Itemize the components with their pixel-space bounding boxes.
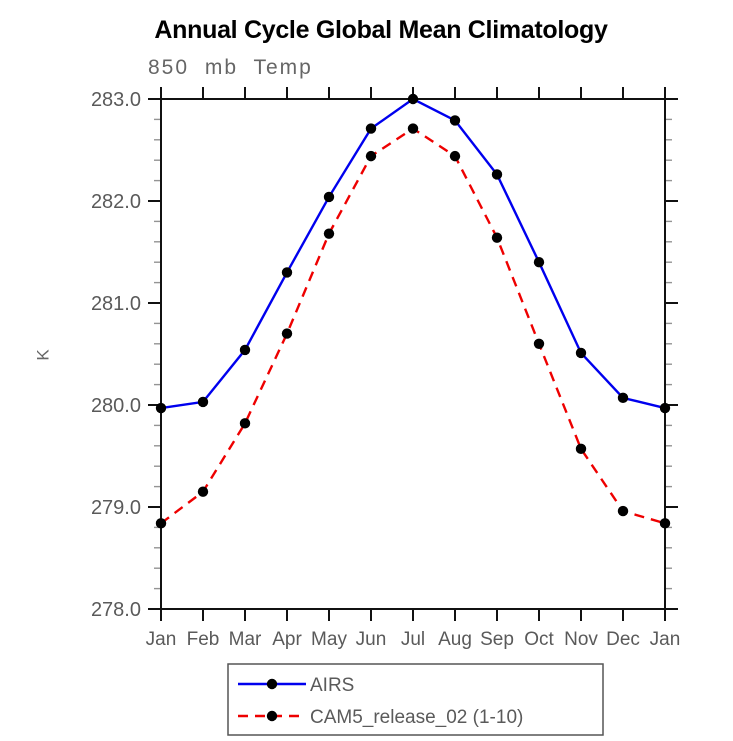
data-point-marker [491,232,503,243]
data-point-marker [533,257,545,268]
data-point-marker [575,347,587,359]
plot-frame [160,98,666,610]
data-point-marker [197,486,209,497]
legend-label-0: AIRS [310,675,354,696]
data-point-marker [407,93,419,105]
data-point-marker [533,338,545,349]
x-tick-label: Jun [356,629,387,650]
data-point-marker [281,267,293,278]
chart-subtitle: 850 mb Temp [148,56,313,79]
data-point-marker [365,150,377,162]
series-line-0 [160,97,666,410]
data-point-marker [407,123,419,134]
x-tick-label: Aug [438,629,472,650]
data-point-marker [281,328,293,339]
legend-sample-marker [266,678,278,690]
y-tick-label: 280.0 [91,395,141,417]
data-point-marker [239,418,251,429]
data-point-marker [155,402,167,414]
x-tick-label: Jul [401,629,425,650]
series-line-1 [160,127,666,525]
data-point-marker [323,228,335,239]
data-point-marker [659,402,671,414]
data-point-marker [617,392,629,404]
data-point-marker [323,191,335,203]
y-tick-label: 282.0 [91,191,141,213]
x-tick-label: Apr [272,629,302,650]
y-tick-label: 279.0 [91,497,141,519]
data-point-marker [491,169,503,180]
x-tick-label: Mar [229,629,262,650]
chart-title: Annual Cycle Global Mean Climatology [154,16,608,44]
data-point-marker [449,115,461,126]
y-tick-label: 283.0 [91,89,141,111]
data-point-marker [575,443,587,455]
x-tick-label: Oct [524,629,554,650]
legend-sample-marker [266,710,278,722]
legend-label-1: CAM5_release_02 (1-10) [310,707,523,728]
x-tick-label: Feb [187,629,220,650]
x-tick-label: Dec [606,629,640,650]
x-tick-label: May [311,629,347,650]
data-point-marker [365,123,377,134]
legend-box [227,663,604,736]
x-tick-label: Nov [564,629,598,650]
data-point-marker [155,518,167,529]
data-point-marker [449,150,461,162]
x-tick-label: Sep [480,629,514,650]
y-tick-label: 278.0 [91,599,141,621]
y-tick-label: 281.0 [91,293,141,315]
data-point-marker [659,518,671,529]
x-tick-label: Jan [650,629,681,650]
data-point-marker [197,396,209,408]
data-point-marker [617,505,629,517]
x-tick-label: Jan [146,629,177,650]
data-point-marker [239,344,251,356]
